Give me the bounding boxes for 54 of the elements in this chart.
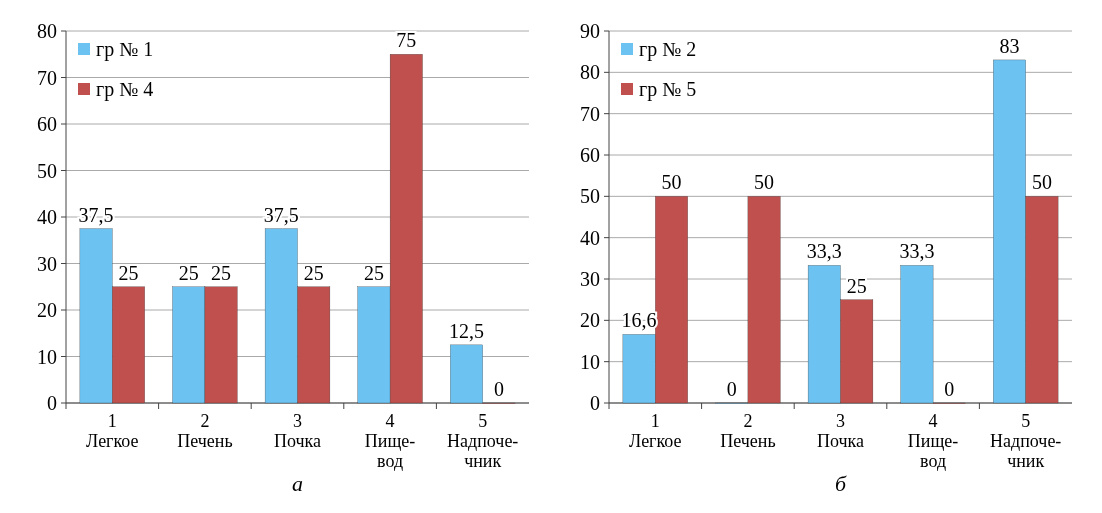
text: а [292,471,303,496]
y-tick-label: 10 [580,350,600,373]
y-tick-label: 50 [37,159,57,182]
y-tick-label: 80 [580,61,600,84]
y-tick-label: 30 [37,252,57,275]
y-tick-label: 30 [580,268,600,290]
y-tick-label: 90 [580,20,600,42]
y-tick-label: 60 [580,144,600,166]
y-tick-label: 10 [37,345,57,368]
data-label: 50 [661,171,682,194]
data-label: 37,5 [263,203,299,226]
y-tick-label: 50 [580,185,600,208]
data-label: 50 [1031,171,1052,194]
x-tick-label: 4 Пище- вод [364,411,416,471]
x-tick-label: 3 Почка [273,411,322,451]
y-tick-label: 0 [47,392,57,414]
data-label: 83 [999,34,1020,57]
data-label: 12,5 [448,319,484,342]
data-label: 25 [178,261,199,284]
data-label: 33,3 [899,240,935,263]
x-tick-label: 2 Печень [177,411,233,451]
y-tick-label: 20 [37,299,57,321]
data-label: 0 [493,378,504,400]
data-label: 0 [944,378,955,400]
legend-label: гр № 5 [639,78,697,101]
x-tick-label: 1 Легкое [86,411,139,451]
y-tick-label: 60 [37,113,57,135]
text: б [834,471,847,496]
y-tick-label: 40 [580,226,600,249]
y-tick-label: 70 [37,66,57,89]
x-tick-label: 5 Надпоче- чник [447,411,519,471]
legend-label: гр № 4 [96,78,154,101]
data-label: 25 [303,261,324,284]
x-tick-label: 5 Надпоче- чник [990,411,1062,471]
legend-label: гр № 2 [639,38,697,61]
data-label: 75 [396,29,417,52]
x-tick-label: 1 Легкое [629,411,682,451]
y-tick-label: 0 [590,392,600,414]
data-label: 37,5 [78,203,114,226]
data-label: 50 [754,171,775,194]
data-label: 25 [118,261,139,284]
x-tick-label: 2 Печень [720,411,776,451]
x-tick-label: 4 Пище- вод [907,411,959,471]
y-tick-label: 70 [580,102,600,125]
y-tick-label: 20 [580,309,600,332]
y-tick-label: 40 [37,206,57,228]
data-label: 25 [363,261,384,284]
data-label: 0 [726,378,737,400]
legend-label: гр № 1 [96,38,154,61]
data-label: 33,3 [806,240,842,263]
data-label: 25 [846,274,867,297]
data-label: 25 [211,261,232,284]
y-tick-label: 80 [37,20,57,42]
x-tick-label: 3 Почка [816,411,865,451]
